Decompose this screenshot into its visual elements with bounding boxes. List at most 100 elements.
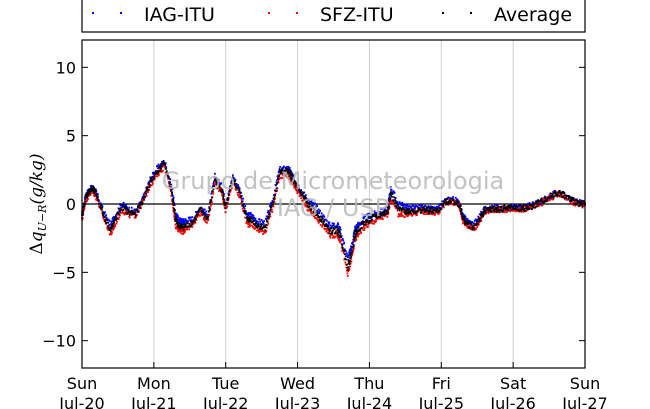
data-point <box>382 210 385 213</box>
data-point <box>176 219 179 222</box>
data-point <box>296 191 299 193</box>
data-point <box>350 248 353 251</box>
data-point <box>164 164 167 167</box>
data-point <box>107 221 110 224</box>
data-point <box>353 237 356 240</box>
data-point <box>128 215 131 218</box>
data-point <box>358 232 361 235</box>
data-point <box>282 166 285 169</box>
data-point <box>259 229 262 232</box>
data-point <box>167 176 170 178</box>
data-point <box>517 204 520 206</box>
data-point <box>401 201 404 204</box>
data-point <box>327 225 330 227</box>
data-point <box>319 209 322 212</box>
data-point <box>357 226 360 228</box>
data-point <box>389 186 392 189</box>
data-point <box>310 200 313 203</box>
data-point <box>357 235 360 238</box>
data-point <box>177 230 180 233</box>
data-point <box>346 254 349 257</box>
data-point <box>557 194 560 197</box>
data-point <box>314 202 316 205</box>
data-point <box>477 220 480 223</box>
data-point <box>399 213 402 216</box>
data-point <box>276 189 278 192</box>
data-point <box>450 199 452 202</box>
data-point <box>345 263 348 266</box>
data-point <box>181 222 183 225</box>
data-point <box>220 187 222 190</box>
data-point <box>144 195 147 198</box>
data-point <box>179 230 182 233</box>
data-point <box>213 176 216 179</box>
data-point <box>133 216 136 219</box>
data-point <box>503 211 506 214</box>
data-point <box>196 216 199 218</box>
data-point <box>455 199 458 202</box>
data-point <box>227 194 230 196</box>
data-point <box>533 203 536 206</box>
data-point <box>300 194 303 197</box>
data-point <box>478 218 481 221</box>
data-point <box>491 209 493 212</box>
data-point <box>250 216 253 218</box>
data-point <box>148 186 151 189</box>
data-point <box>238 188 241 191</box>
data-point <box>248 220 250 223</box>
data-point <box>255 220 258 222</box>
data-point <box>396 204 399 207</box>
data-point <box>171 200 174 203</box>
data-point <box>351 254 353 257</box>
data-point <box>384 213 387 216</box>
data-point <box>208 213 211 216</box>
data-point <box>530 206 533 209</box>
data-point <box>269 206 272 209</box>
data-point <box>143 191 146 194</box>
data-point <box>285 170 288 173</box>
data-point <box>168 180 171 183</box>
data-point <box>168 185 171 188</box>
data-point <box>228 190 231 192</box>
data-point <box>431 213 434 216</box>
data-point <box>569 200 572 202</box>
data-point <box>248 212 251 215</box>
data-point <box>333 235 335 238</box>
data-point <box>308 209 311 212</box>
data-point <box>123 213 126 216</box>
data-point <box>283 173 286 176</box>
data-point <box>303 191 306 194</box>
data-point <box>325 230 328 233</box>
data-point <box>488 208 490 210</box>
data-point <box>159 169 161 172</box>
data-point <box>347 254 350 257</box>
data-point <box>291 174 294 177</box>
data-point <box>427 206 429 209</box>
legend-items: IAG-ITU SFZ-ITU Average <box>92 4 572 26</box>
data-point <box>415 211 418 214</box>
data-point <box>484 206 486 209</box>
data-point <box>126 212 129 215</box>
data-point <box>114 214 117 217</box>
data-point <box>265 226 268 229</box>
data-point <box>259 225 262 228</box>
data-point <box>224 207 227 210</box>
data-point <box>386 206 389 209</box>
data-point <box>393 202 396 205</box>
data-point <box>400 202 403 205</box>
data-point <box>545 200 548 203</box>
data-point <box>314 212 317 214</box>
data-point <box>422 209 425 211</box>
data-point <box>89 185 92 188</box>
data-point <box>257 224 260 226</box>
data-point <box>185 219 188 221</box>
data-point <box>93 187 95 189</box>
data-point <box>442 204 445 207</box>
data-point <box>277 174 280 177</box>
data-point <box>227 197 230 200</box>
data-point <box>229 190 232 192</box>
data-point <box>179 227 182 229</box>
data-point <box>270 205 273 208</box>
data-point <box>172 204 175 206</box>
data-point <box>98 205 100 208</box>
